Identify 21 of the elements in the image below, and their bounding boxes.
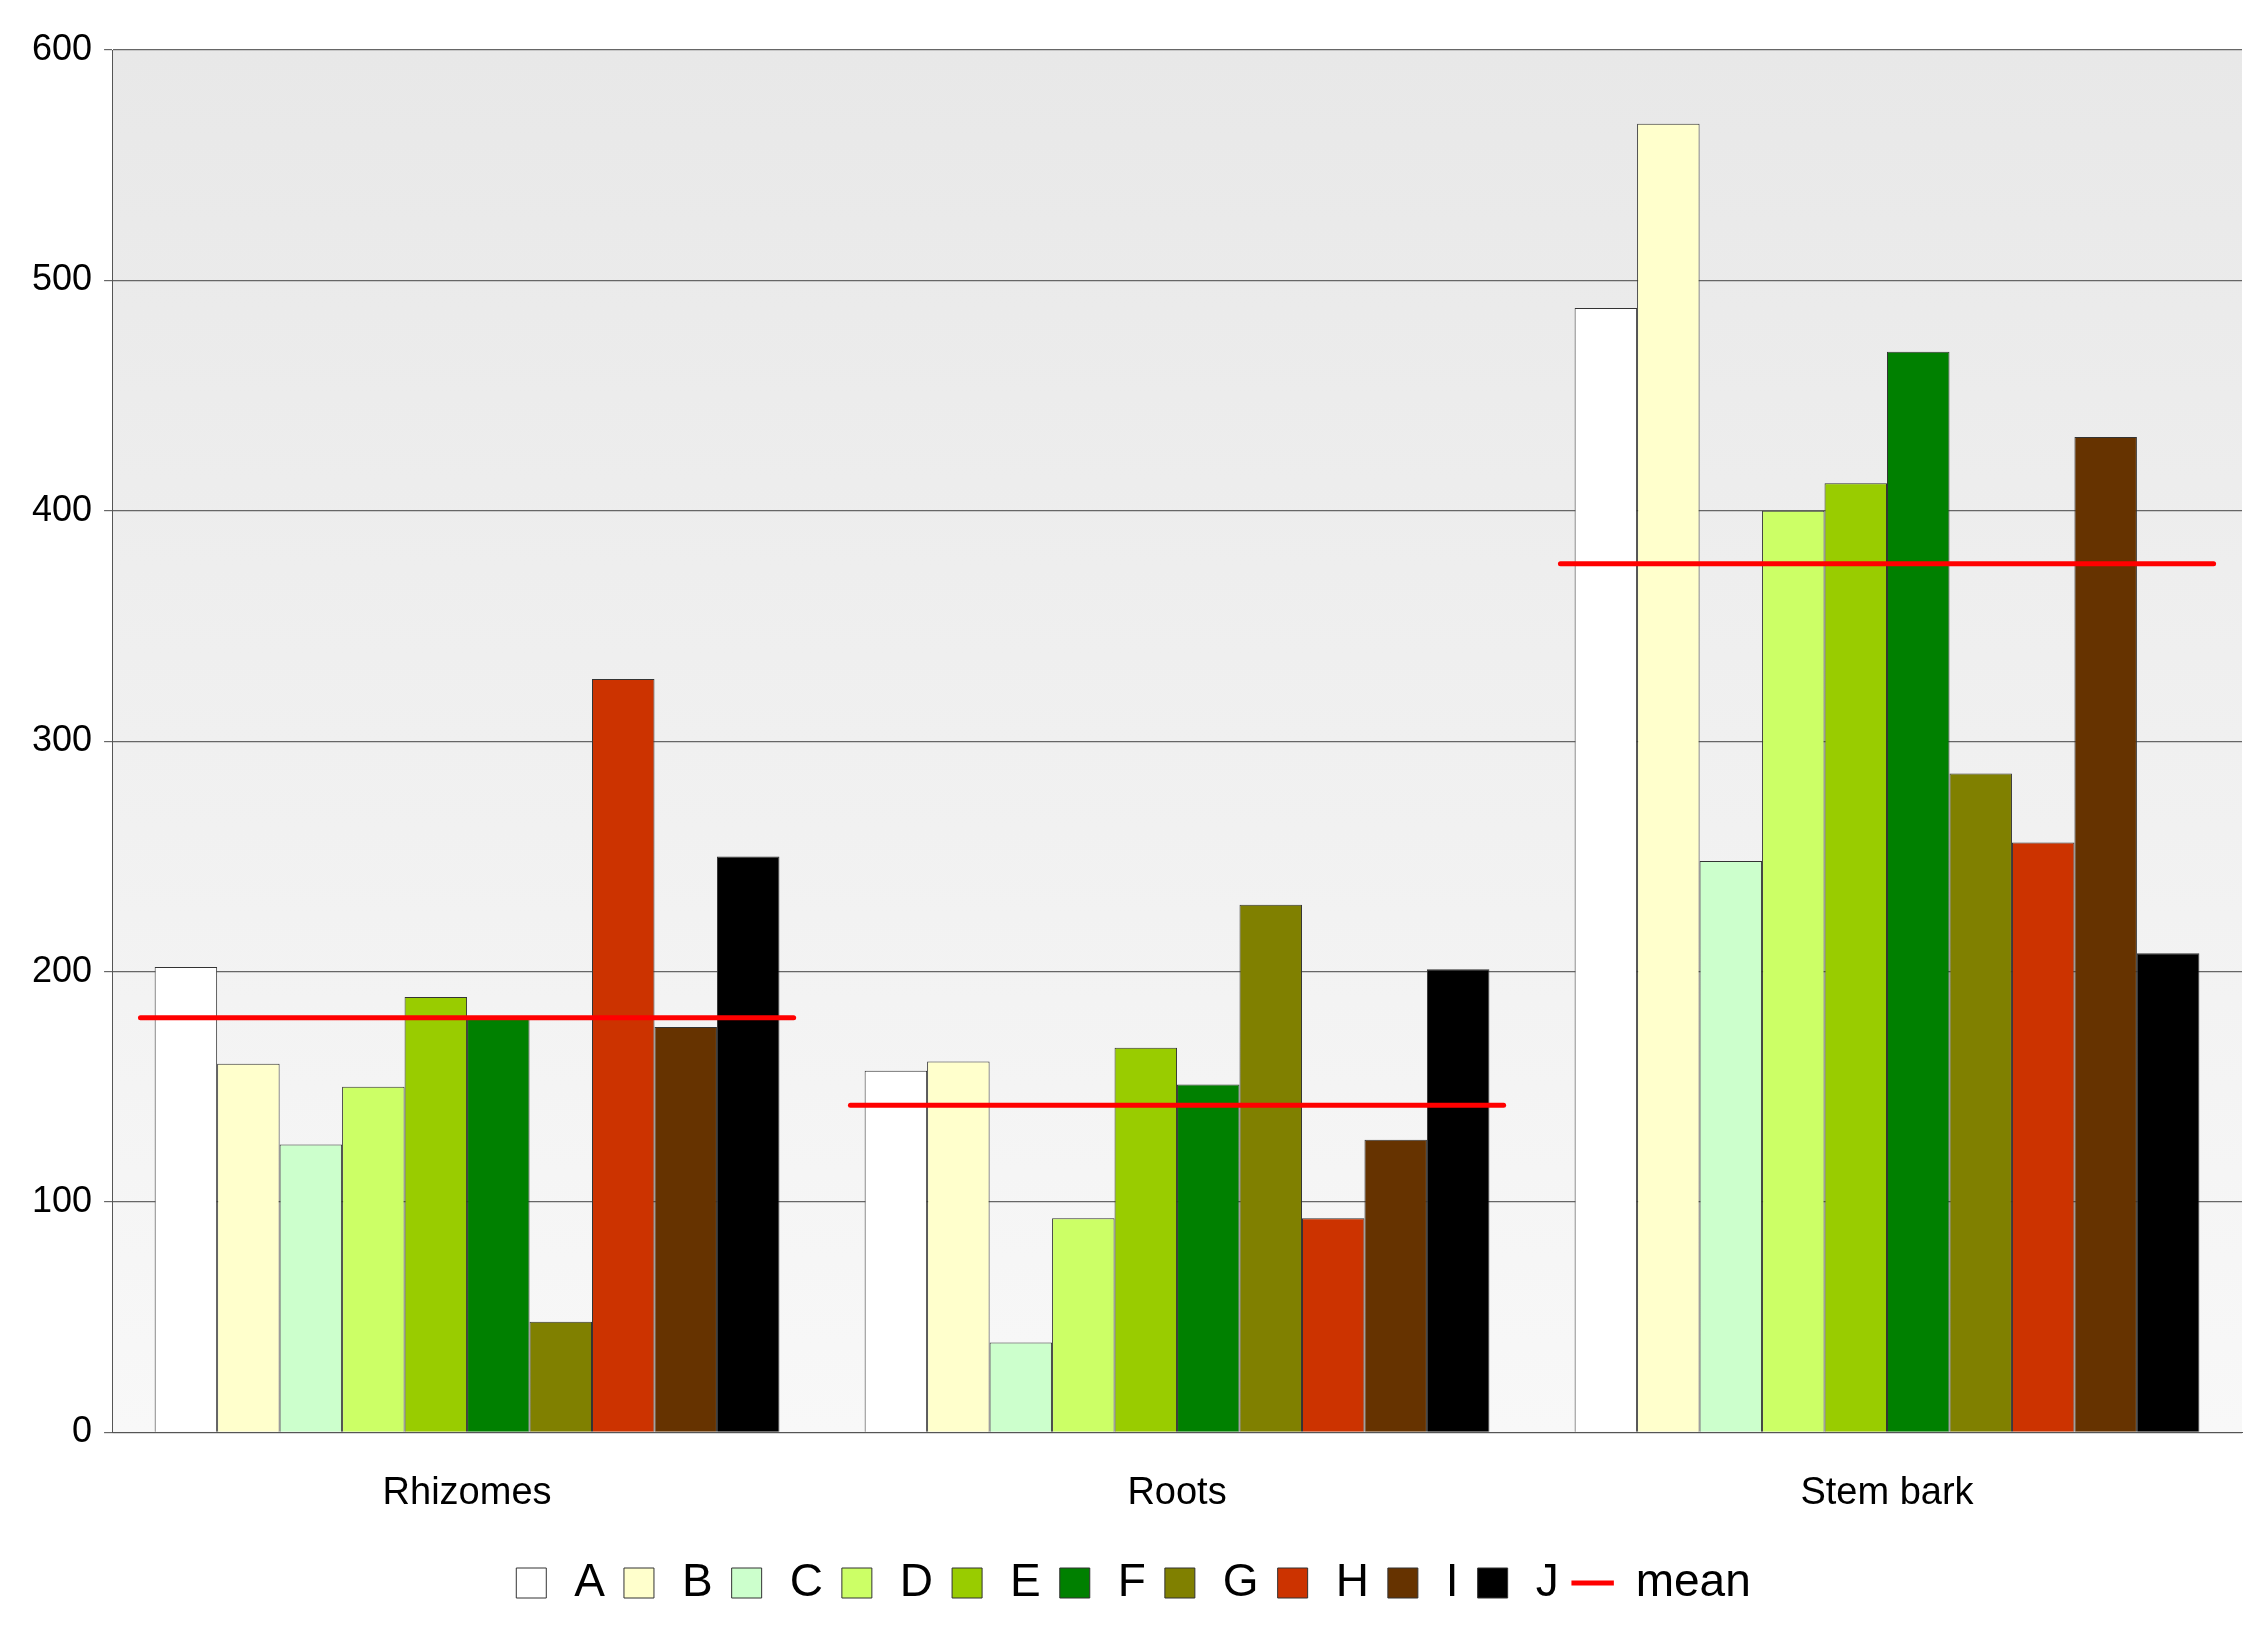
legend-label: C [789, 1553, 823, 1606]
legend-label: G [1222, 1553, 1259, 1606]
y-tick-label: 200 [31, 948, 93, 990]
legend-label: mean [1635, 1553, 1751, 1606]
legend-label: F [1117, 1553, 1146, 1606]
legend-label: B [681, 1553, 713, 1606]
y-tick-label: 100 [31, 1178, 93, 1220]
y-tick-label: 600 [31, 26, 93, 68]
y-tick-label: 500 [31, 257, 93, 299]
y-tick-label: 300 [31, 718, 93, 760]
x-tick-label: Roots [1127, 1469, 1227, 1512]
legend-label: H [1335, 1553, 1369, 1606]
legend-label: I [1445, 1553, 1459, 1606]
legend-label: A [574, 1553, 606, 1606]
y-tick-label: 0 [72, 1409, 93, 1451]
x-tick-label: Rhizomes [382, 1469, 552, 1512]
legend-label: J [1535, 1553, 1559, 1606]
legend-label: D [899, 1553, 934, 1606]
x-tick-label: Stem bark [1800, 1469, 1975, 1512]
legend-label: E [1010, 1553, 1041, 1606]
y-tick-label: 400 [31, 487, 93, 529]
